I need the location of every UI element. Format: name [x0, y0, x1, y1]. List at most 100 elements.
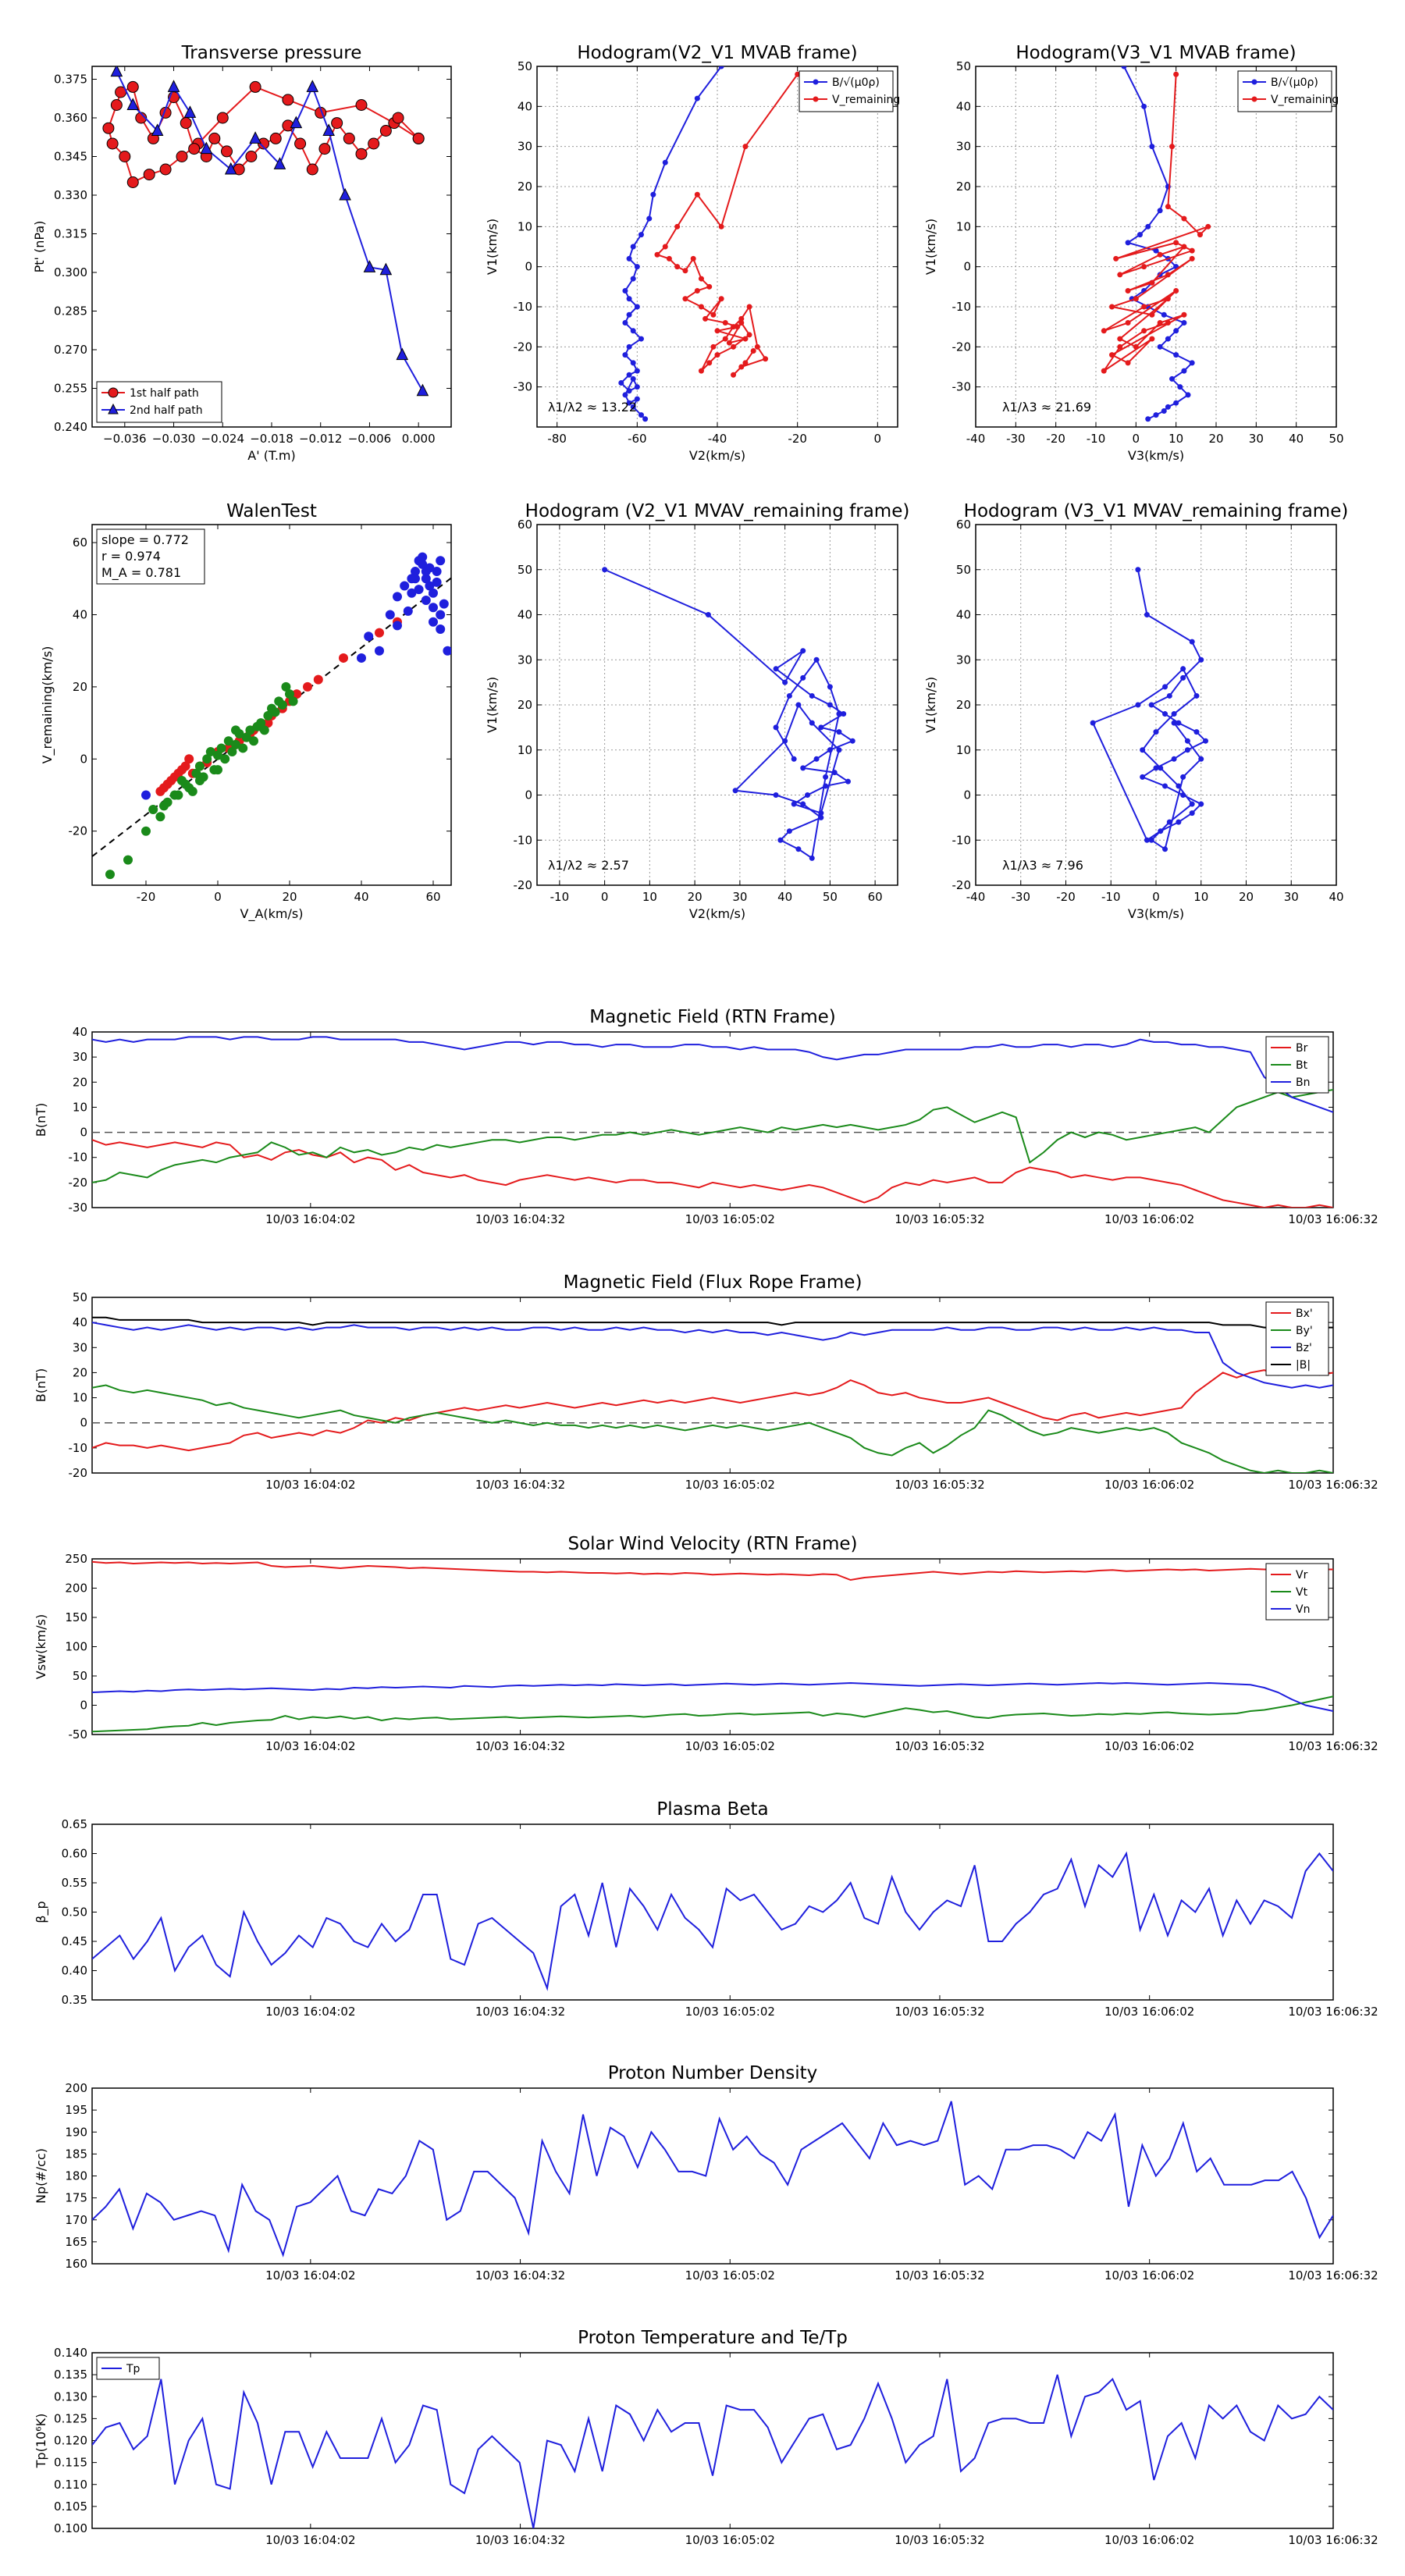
data-point	[216, 112, 229, 124]
data-point	[800, 801, 806, 807]
x-tick-label: 10/03 16:05:32	[895, 2005, 984, 2019]
data-point	[731, 343, 737, 350]
data-point	[176, 151, 188, 162]
data-point	[143, 169, 155, 181]
x-tick-label: 10/03 16:04:32	[475, 1739, 565, 1753]
data-point	[634, 304, 640, 310]
x-tick-label: 10	[1193, 890, 1208, 904]
data-point	[634, 396, 640, 402]
scatter-point	[429, 617, 438, 627]
data-point	[630, 404, 636, 410]
data-point	[1184, 738, 1190, 744]
scatter-point	[375, 628, 384, 638]
y-tick-label: 0.315	[54, 227, 87, 241]
scatter-point	[393, 621, 402, 631]
x-axis-label: V3(km/s)	[1128, 906, 1184, 921]
data-point	[694, 95, 700, 101]
legend-label: Bx'	[1296, 1308, 1313, 1320]
data-point	[831, 770, 838, 776]
data-point	[1173, 287, 1179, 294]
x-tick-label: -40	[966, 890, 986, 904]
data-point	[245, 151, 258, 162]
x-tick-label: 10/03 16:05:32	[895, 1478, 984, 1492]
y-tick-label: 0.115	[54, 2456, 87, 2470]
x-tick-label: −0.018	[250, 432, 293, 446]
chart-title: Proton Number Density	[608, 2063, 818, 2083]
scatter-point	[205, 747, 215, 757]
chart-mag-rtn: Magnetic Field (RTN Frame) B(nT) -30 -20 -10…	[34, 1007, 1378, 1226]
legend-label: V_remaining	[1271, 94, 1339, 106]
data-point	[412, 132, 425, 144]
data-point	[1153, 765, 1159, 771]
scatter-point	[439, 599, 449, 609]
data-point	[823, 774, 829, 780]
scatter-point	[263, 718, 273, 728]
data-point	[622, 287, 628, 294]
y-tick-label: 40	[73, 1315, 87, 1329]
scatter-point	[141, 790, 151, 800]
chart-title: Magnetic Field (RTN Frame)	[589, 1007, 836, 1027]
x-tick-label: 10/03 16:06:02	[1104, 1739, 1194, 1753]
data-point	[718, 223, 724, 229]
y-tick-label: -20	[952, 340, 972, 354]
y-tick-label: 160	[65, 2257, 87, 2271]
data-point	[1162, 783, 1168, 789]
data-point	[626, 400, 632, 406]
scatter-point	[180, 779, 190, 789]
data-point	[1141, 328, 1147, 334]
scatter-point	[403, 606, 413, 616]
scatter-point	[227, 747, 237, 757]
data-point	[731, 324, 737, 330]
data-point	[818, 810, 824, 817]
legend-label: 2nd half path	[130, 404, 203, 417]
legend-label: Bn	[1296, 1076, 1310, 1089]
y-axis-label: V1(km/s)	[485, 219, 500, 275]
data-point	[1180, 792, 1186, 798]
y-tick-label: 0	[80, 752, 87, 766]
y-tick-label: 10	[518, 743, 532, 757]
data-point	[331, 117, 343, 130]
scatter-point	[393, 592, 402, 602]
data-point	[126, 98, 140, 110]
data-point	[795, 702, 802, 708]
scatter-point	[418, 559, 428, 569]
data-point	[1205, 223, 1211, 229]
data-point	[1158, 828, 1164, 834]
series-line	[1123, 66, 1193, 420]
x-tick-label: −0.030	[152, 432, 196, 446]
data-point	[1133, 296, 1139, 302]
x-tick-label: 20	[688, 890, 702, 904]
legend-label: Bz'	[1296, 1342, 1312, 1354]
plot-area	[92, 2101, 1333, 2258]
data-point	[355, 99, 368, 111]
y-tick-label: 0	[80, 1126, 87, 1140]
legend-marker	[1251, 96, 1257, 102]
x-tick-label: -20	[137, 890, 156, 904]
scatter-point	[180, 761, 190, 771]
legend-marker	[108, 403, 119, 415]
data-point	[1181, 320, 1187, 326]
y-tick-label: 190	[65, 2125, 87, 2139]
y-tick-label: 180	[65, 2169, 87, 2183]
y-tick-label: 10	[518, 219, 532, 233]
data-point	[1162, 711, 1168, 717]
scatter-point	[245, 725, 255, 735]
legend-label: B/√(μ0ρ)	[832, 76, 880, 89]
data-point	[258, 137, 270, 150]
scatter-point	[173, 790, 183, 800]
y-tick-label: -50	[69, 1727, 88, 1742]
data-point	[282, 94, 294, 106]
data-point	[698, 304, 704, 310]
data-point	[249, 131, 261, 144]
data-point	[710, 343, 717, 350]
data-point	[630, 360, 636, 366]
data-point	[1090, 720, 1096, 726]
plot-area	[92, 2374, 1333, 2528]
legend: B/√(μ0ρ) V_remaining	[1237, 70, 1339, 112]
stats-line: r = 0.974	[101, 549, 161, 564]
y-tick-label: 0.345	[54, 150, 87, 164]
y-axis-label: Tp(10⁶K)	[34, 2414, 48, 2469]
data-point	[1181, 311, 1187, 318]
series-line-Vr	[92, 1560, 1333, 1582]
data-point	[1165, 204, 1171, 210]
